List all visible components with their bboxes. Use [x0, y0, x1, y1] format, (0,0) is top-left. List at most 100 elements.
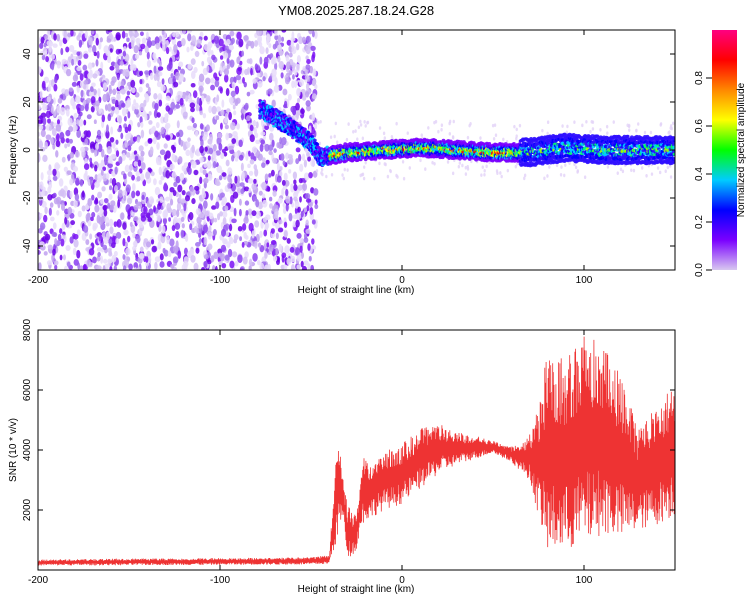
- noise-cell: [277, 197, 283, 204]
- speckle-cell: [491, 123, 495, 128]
- speckle-cell: [378, 161, 381, 166]
- noise-cell: [145, 83, 150, 88]
- noise-cell: [170, 263, 175, 269]
- noise-cell: [172, 245, 179, 254]
- noise-cell: [305, 64, 311, 70]
- noise-cell: [276, 257, 280, 263]
- noise-cell: [191, 144, 195, 154]
- noise-cell: [102, 93, 108, 103]
- noise-cell: [50, 216, 55, 222]
- noise-cell: [199, 176, 203, 185]
- noise-cell: [102, 82, 108, 91]
- noise-cell: [107, 163, 113, 169]
- noise-cell: [123, 115, 127, 122]
- noise-cell: [156, 112, 161, 118]
- noise-cell: [281, 30, 287, 33]
- noise-cell: [272, 190, 277, 197]
- noise-cell: [133, 267, 137, 270]
- speckle-cell: [347, 122, 350, 126]
- noise-cell: [272, 157, 278, 164]
- noise-cell: [203, 35, 208, 41]
- noise-cell: [110, 80, 115, 86]
- noise-cell: [115, 32, 121, 41]
- noise-cell: [268, 75, 272, 82]
- noise-cell: [102, 265, 106, 270]
- speckle-cell: [564, 163, 567, 167]
- noise-cell: [221, 262, 227, 269]
- noise-cell: [114, 99, 119, 109]
- noise-cell: [308, 255, 312, 262]
- noise-cell: [133, 32, 140, 37]
- noise-cell: [51, 127, 57, 137]
- noise-cell: [127, 171, 133, 177]
- noise-cell: [172, 256, 179, 264]
- noise-cell: [165, 122, 171, 129]
- noise-cell: [189, 223, 193, 231]
- noise-cell: [295, 219, 300, 228]
- noise-cell: [77, 59, 82, 66]
- noise-cell: [80, 89, 84, 98]
- noise-cell: [305, 45, 311, 55]
- noise-cell: [184, 195, 191, 202]
- noise-cell: [87, 198, 93, 207]
- speckle-cell: [541, 128, 544, 133]
- speckle-cell: [401, 159, 405, 164]
- noise-cell: [177, 250, 182, 259]
- noise-cell: [87, 72, 93, 79]
- noise-cell: [272, 43, 277, 50]
- noise-cell: [296, 264, 301, 270]
- speckle-cell: [330, 172, 334, 177]
- noise-cell: [239, 236, 243, 242]
- noise-cell: [128, 30, 133, 37]
- noise-cell: [176, 120, 180, 129]
- speckle-cell: [495, 169, 499, 173]
- speckle-cell: [433, 161, 436, 166]
- noise-cell: [61, 58, 67, 65]
- noise-cell: [277, 34, 282, 43]
- noise-cell: [257, 80, 263, 88]
- noise-cell: [107, 113, 112, 122]
- noise-cell: [172, 189, 177, 197]
- noise-cell: [44, 141, 48, 150]
- noise-cell: [88, 36, 92, 46]
- speckle-cell: [320, 171, 323, 175]
- noise-cell: [264, 222, 270, 229]
- noise-cell: [199, 123, 204, 130]
- noise-cell: [102, 204, 108, 211]
- noise-cell: [224, 113, 228, 119]
- noise-cell: [54, 75, 58, 84]
- noise-cell: [157, 241, 162, 250]
- noise-cell: [133, 99, 137, 106]
- noise-cell: [247, 178, 254, 184]
- noise-cell: [283, 100, 288, 108]
- noise-cell: [276, 162, 280, 171]
- noise-cell: [305, 82, 310, 91]
- signal-cell: [315, 142, 320, 146]
- noise-cell: [95, 143, 99, 150]
- noise-cell: [77, 107, 81, 115]
- noise-cell: [114, 106, 120, 115]
- noise-cell: [299, 245, 303, 253]
- noise-cell: [177, 184, 183, 193]
- noise-cell: [96, 50, 100, 59]
- noise-cell: [286, 39, 292, 46]
- noise-cell: [228, 111, 232, 121]
- noise-cell: [229, 237, 234, 245]
- noise-cell: [172, 32, 176, 38]
- noise-cell: [291, 80, 295, 89]
- noise-cell: [241, 50, 245, 57]
- speckle-cell: [357, 125, 361, 130]
- noise-cell: [280, 72, 284, 79]
- noise-cell: [240, 162, 244, 172]
- noise-cell: [151, 245, 157, 253]
- noise-cell: [182, 106, 187, 112]
- speckle-cell: [446, 160, 450, 164]
- noise-cell: [225, 38, 231, 45]
- noise-cell: [152, 136, 157, 145]
- speckle-cell: [630, 168, 633, 173]
- noise-cell: [248, 58, 253, 65]
- noise-cell: [237, 78, 243, 85]
- noise-cell: [132, 136, 138, 142]
- noise-cell: [268, 203, 273, 209]
- noise-cell: [138, 145, 144, 152]
